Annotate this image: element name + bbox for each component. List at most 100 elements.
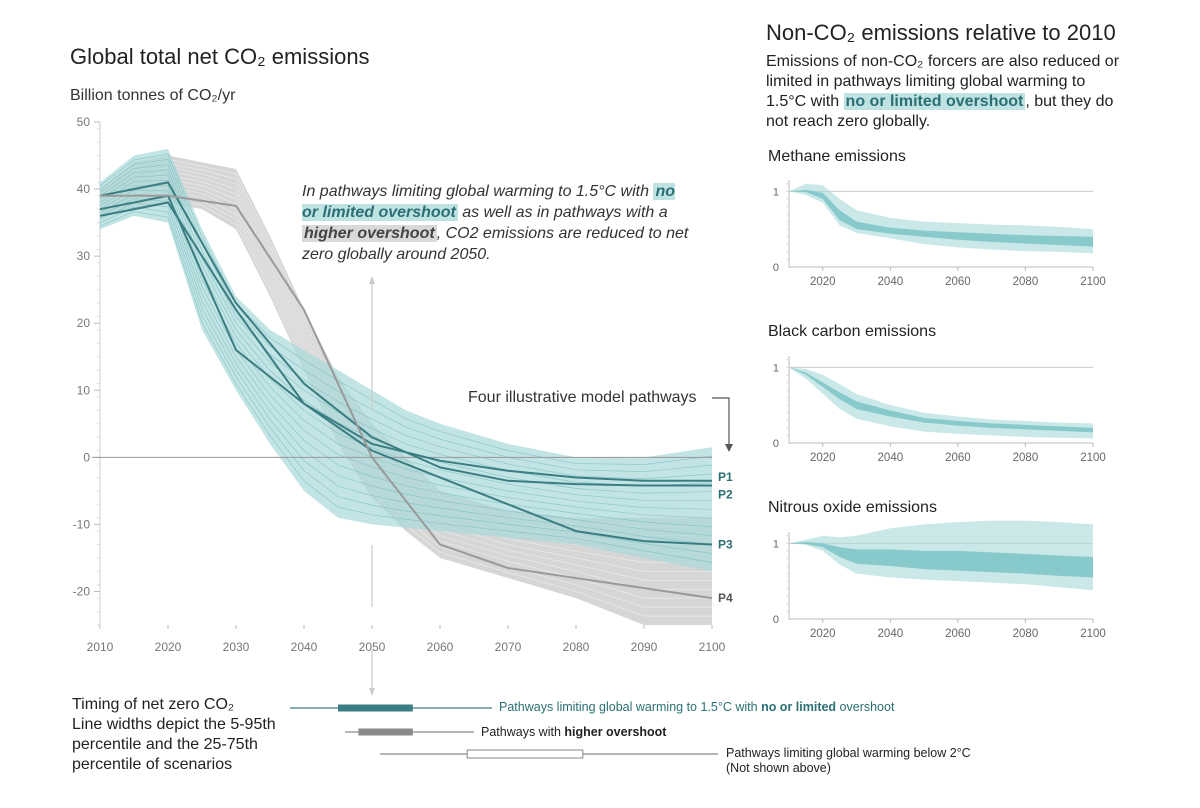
main-x-tick-label: 2010 [87,640,114,654]
timing-row-iqr-bar [358,728,413,736]
no-overshoot-scenario-line [100,158,712,473]
timing-row3-note: (Not shown above) [726,761,831,775]
small-x-tick-label: 2040 [878,628,904,640]
timing-title: Timing of net zero CO₂ [72,696,235,713]
no-overshoot-scenario-line [100,185,712,510]
year-2050-arrow-up [369,276,375,284]
timing-bars [290,704,718,759]
pathway-label-p4: P4 [718,591,733,605]
timing-row1-bold: no or limited [761,700,837,714]
small-y-tick-label: 0 [773,438,779,450]
timing-subtitle-line3: percentile of scenarios [72,756,233,773]
main-chart-title: Global total net CO₂ emissions [70,44,370,69]
timing-row1-text-2: overshoot [836,700,895,714]
illustrative-pathways-label: Four illustrative model pathways [468,389,697,406]
annotation-text-2: as well as in pathways with a [457,204,668,221]
main-plot-area [100,148,712,625]
no-overshoot-scenario-line [100,169,712,487]
pathway-label-p2: P2 [718,488,733,502]
pathway-label-p1: P1 [718,470,733,484]
annotation-text-1: In pathways limiting global warming to 1… [302,183,654,200]
timing-row1-text-1: Pathways limiting global warming to 1.5°… [499,700,762,714]
timing-row-iqr-bar [338,704,413,712]
timing-row2-text-1: Pathways with [481,725,565,739]
desc-text-1: Emissions of non-CO₂ forcers are also re… [766,53,1120,110]
small-inner-band [789,367,1093,433]
main-x-tick-label: 2040 [291,640,318,654]
pathway-line-p3 [99,194,713,546]
main-x-tick-label: 2050 [359,640,386,654]
no-overshoot-scenario-line [100,211,712,563]
desc-text-2: , but they do not reach zero globally. [766,93,1114,130]
main-y-tick-label: 30 [77,249,91,263]
no-overshoot-scenario-line [100,164,712,480]
no-overshoot-band [100,148,712,572]
small-x-tick-label: 2080 [1013,628,1039,640]
main-x-tick-label: 2030 [223,640,250,654]
pathway-line-p4 [100,194,713,600]
small-y-tick-label: 1 [773,362,779,374]
small-x-tick-label: 2100 [1080,276,1106,288]
main-x-tick-label: 2090 [631,640,658,654]
nitrous-oxide-chart: 1 0 2020 2040 2060 2080 2100 [773,520,1106,640]
main-x-tick-label: 2060 [427,640,454,654]
main-y-tick-label: 50 [77,115,91,129]
small-x-tick-label: 2040 [878,452,904,464]
pathways-pointer-arrowhead [725,444,733,452]
main-y-tick-label: 10 [77,383,91,397]
small-y-tick-label: 1 [773,186,779,198]
main-chart-y-axis-label: Billion tonnes of CO₂/yr [70,87,236,104]
timing-row-label-no-overshoot: Pathways limiting global warming to 1.5°… [499,700,894,714]
main-y-tick-label: 40 [77,182,91,196]
timing-row-label-higher-overshoot: Pathways with higher overshoot [481,725,666,739]
methane-chart-title: Methane emissions [768,148,906,165]
year-2050-arrow-down [369,688,375,696]
timing-row-iqr-bar [466,749,584,759]
timing-legend-text: Timing of net zero CO₂ Line widths depic… [72,695,276,775]
desc-highlight: no or limited overshoot [843,93,1026,110]
main-chart-annotation: In pathways limiting global warming to 1… [302,181,692,265]
pathways-pointer-line [712,397,730,448]
pathway-line-p2 [99,181,712,487]
methane-chart: 1 0 2020 2040 2060 2080 2100 [773,180,1106,288]
small-x-tick-label: 2080 [1013,452,1039,464]
timing-subtitle-line1: Line widths depict the 5-95th [72,716,276,733]
non-co2-panel-description: Emissions of non-CO₂ forcers are also re… [766,52,1126,132]
small-inner-band [789,541,1093,578]
small-x-tick-label: 2060 [945,628,971,640]
small-x-tick-label: 2060 [945,452,971,464]
no-overshoot-scenario-line [100,153,712,465]
main-x-tick-label: 2080 [563,640,590,654]
annotation-highlight-higher-overshoot: higher overshoot [302,225,437,242]
small-inner-band [789,189,1093,247]
small-outer-band [789,367,1093,439]
non-co2-panel-title: Non-CO₂ emissions relative to 2010 [766,20,1116,45]
pathway-label-p3: P3 [718,538,733,552]
black-carbon-chart: 1 0 2020 2040 2060 2080 2100 [773,356,1106,464]
small-x-tick-label: 2100 [1080,628,1106,640]
nitrous-oxide-chart-title: Nitrous oxide emissions [768,499,937,516]
main-y-tick-label: -20 [73,584,91,598]
small-y-tick-label: 0 [773,262,779,274]
timing-row3-text: Pathways limiting global warming below 2… [726,746,971,760]
black-carbon-chart-title: Black carbon emissions [768,323,937,340]
small-x-tick-label: 2020 [810,452,836,464]
no-overshoot-scenario-line [100,198,712,537]
no-overshoot-scenario-line [100,180,712,501]
timing-subtitle-line2: percentile and the 25-75th [72,736,258,753]
small-y-tick-label: 0 [773,614,779,626]
main-x-tick-label: 2100 [699,640,726,654]
no-overshoot-scenario-line [100,206,712,554]
small-x-tick-label: 2020 [810,276,836,288]
main-x-tick-label: 2070 [495,640,522,654]
small-x-tick-label: 2080 [1013,276,1039,288]
annotation-text-3: , CO2 emissions are reduced to net zero … [302,225,689,263]
small-x-tick-label: 2020 [810,628,836,640]
no-overshoot-scenario-line [100,193,712,528]
small-x-tick-label: 2040 [878,276,904,288]
timing-row-label-below-2c: Pathways limiting global warming below 2… [726,746,971,776]
main-y-tick-label: 0 [83,450,90,464]
small-x-tick-label: 2060 [945,276,971,288]
